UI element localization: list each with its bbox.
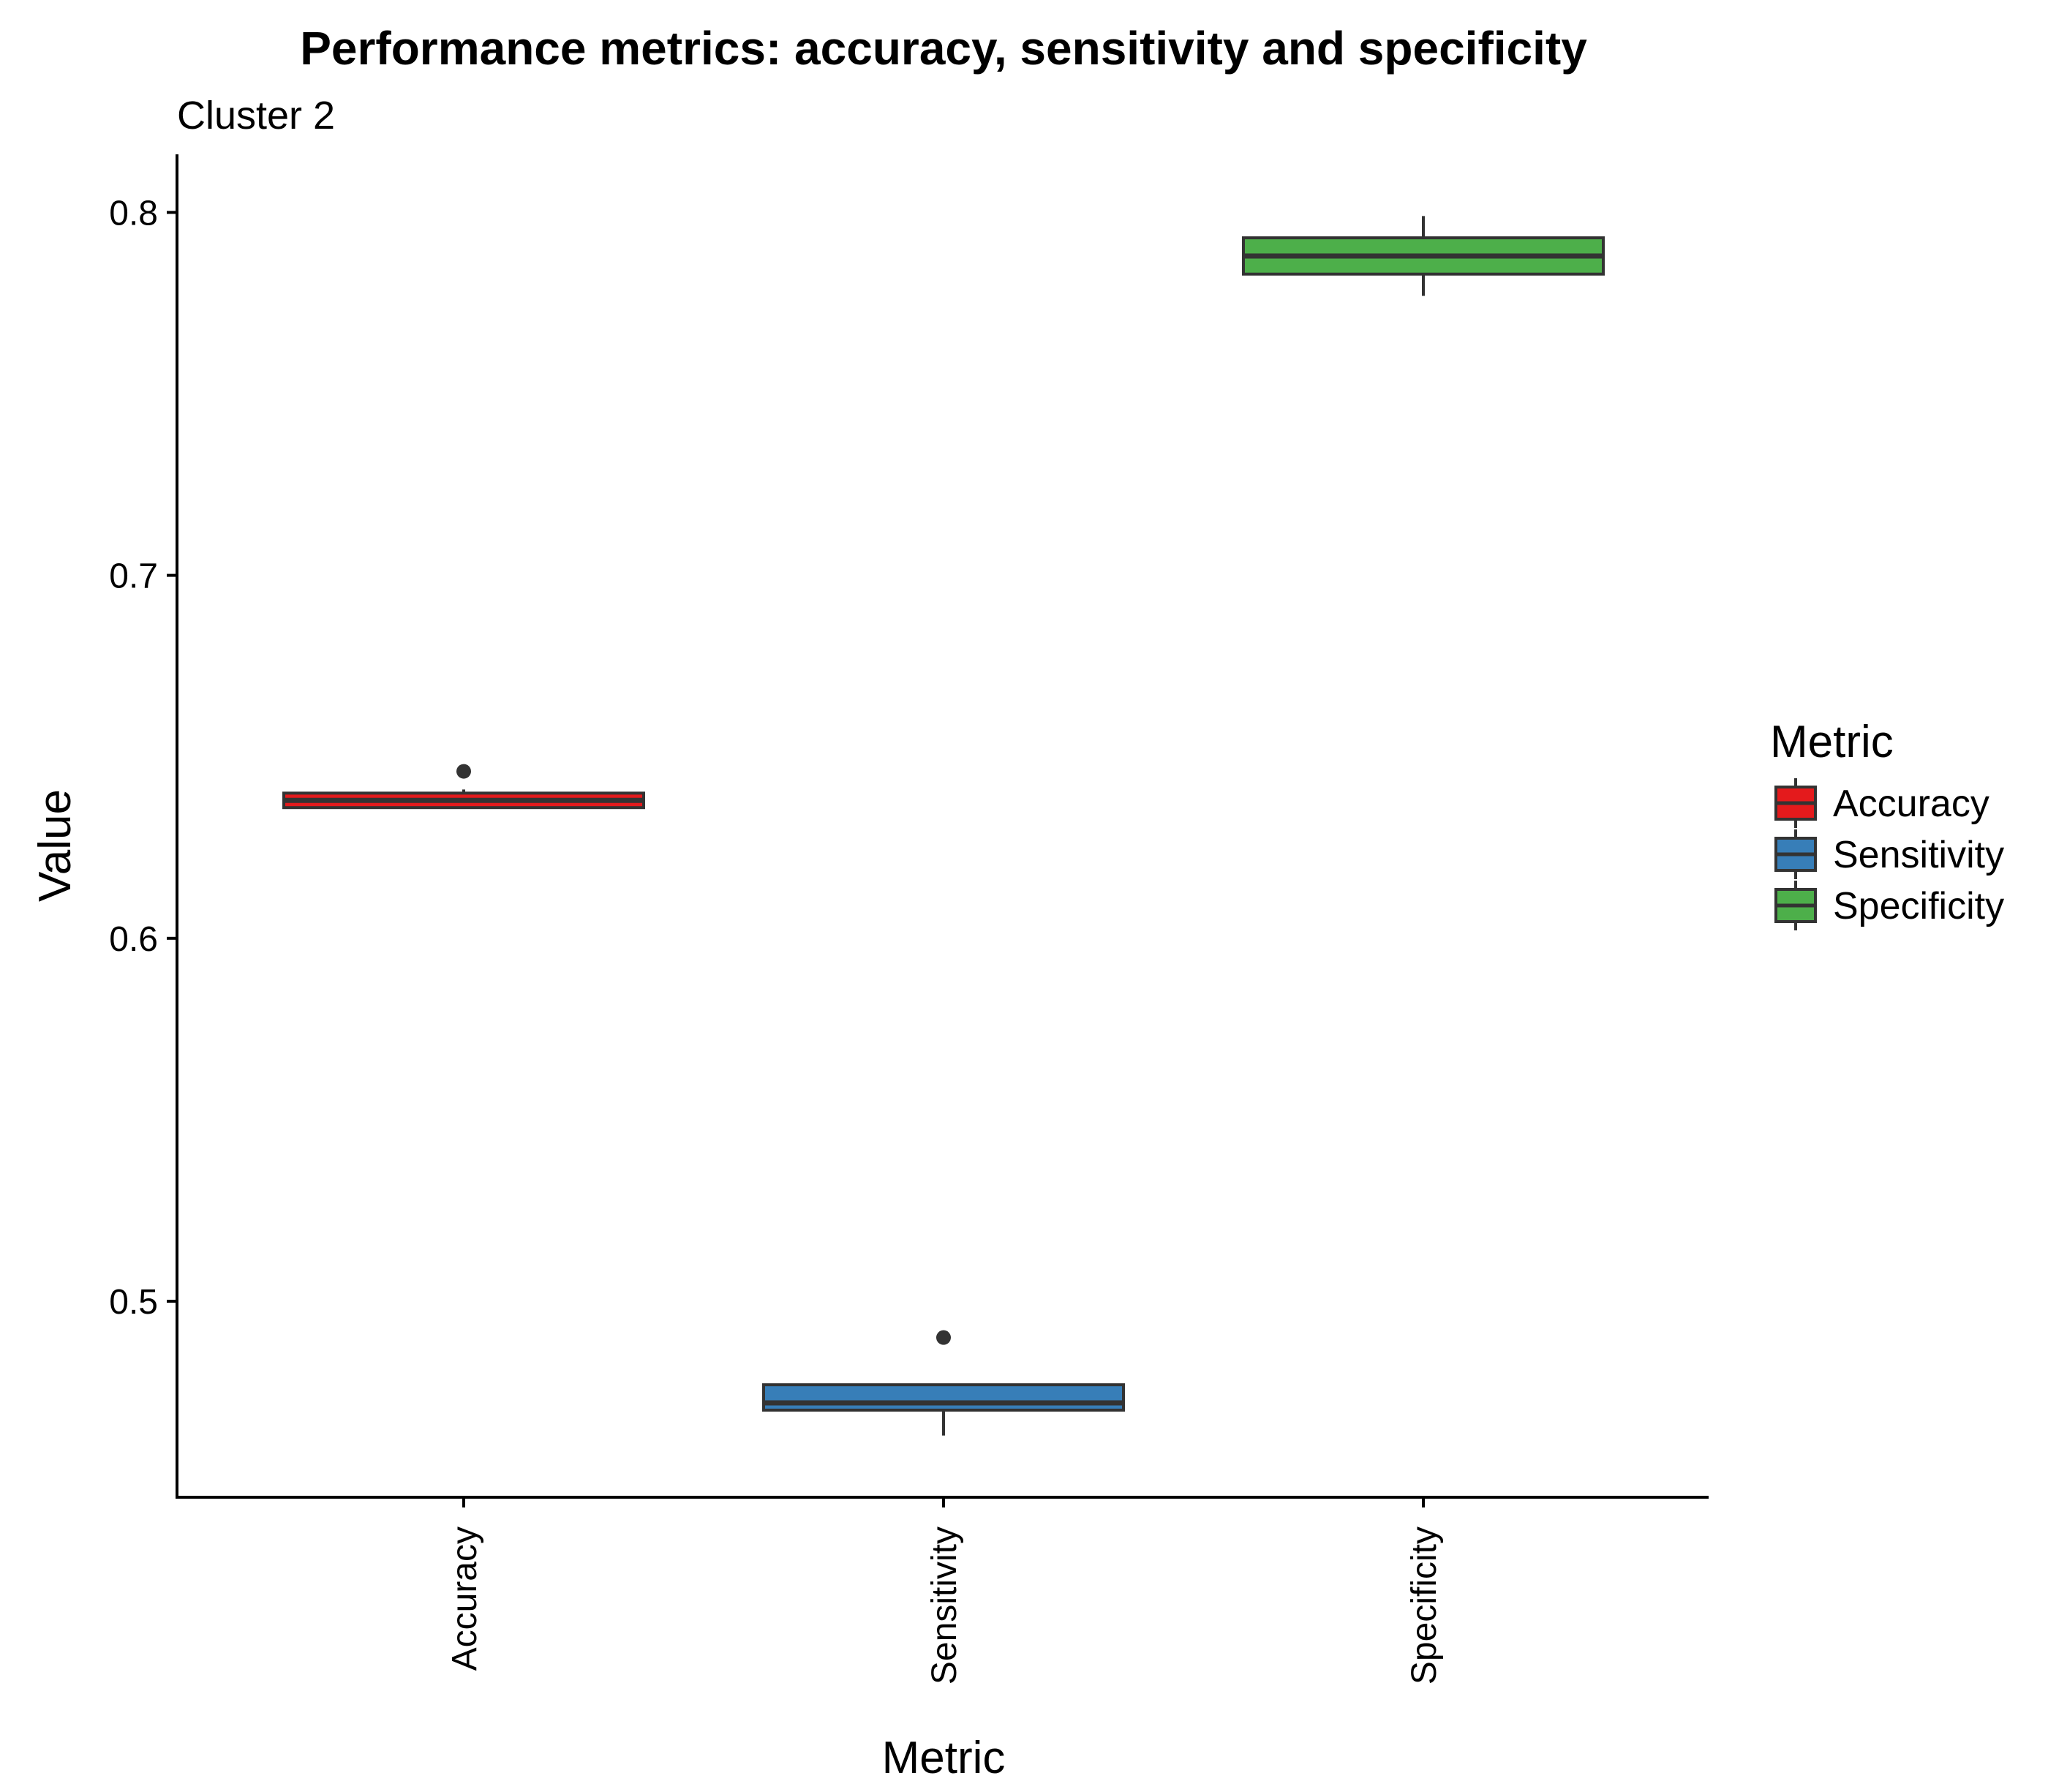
outlier-point — [936, 1330, 951, 1345]
box-accuracy — [282, 764, 645, 810]
chart-title: Performance metrics: accuracy, sensitivi… — [300, 22, 1587, 75]
plot-area — [282, 216, 1605, 1436]
x-tick-label: Sensitivity — [925, 1526, 964, 1684]
x-axis-title: Metric — [882, 1733, 1006, 1783]
chart-subtitle: Cluster 2 — [177, 94, 335, 138]
legend-item-accuracy: Accuracy — [1774, 778, 1989, 828]
legend: Metric Accuracy Sensitivity Specificity — [1770, 717, 2004, 930]
legend-item-specificity: Specificity — [1774, 881, 2004, 930]
legend-label: Sensitivity — [1833, 834, 2004, 876]
x-tick-label: Accuracy — [445, 1526, 484, 1671]
y-tick-label: 0.7 — [109, 557, 158, 596]
legend-item-sensitivity: Sensitivity — [1774, 829, 2004, 879]
y-tick-label: 0.5 — [109, 1283, 158, 1322]
legend-label: Accuracy — [1833, 783, 1989, 825]
box-sensitivity — [762, 1330, 1125, 1436]
y-tick-label: 0.8 — [109, 194, 158, 233]
y-axis-title: Value — [30, 789, 80, 902]
x-tick-label: Specificity — [1405, 1526, 1444, 1684]
y-tick-label: 0.6 — [109, 920, 158, 959]
y-axis-ticks: 0.5 0.6 0.7 0.8 — [109, 194, 177, 1322]
box-specificity — [1242, 216, 1605, 296]
legend-title: Metric — [1770, 717, 1894, 767]
box-body — [762, 1383, 1125, 1412]
legend-label: Specificity — [1833, 885, 2004, 927]
outlier-point — [456, 764, 471, 779]
x-axis-ticks: Accuracy Sensitivity Specificity — [445, 1497, 1444, 1684]
